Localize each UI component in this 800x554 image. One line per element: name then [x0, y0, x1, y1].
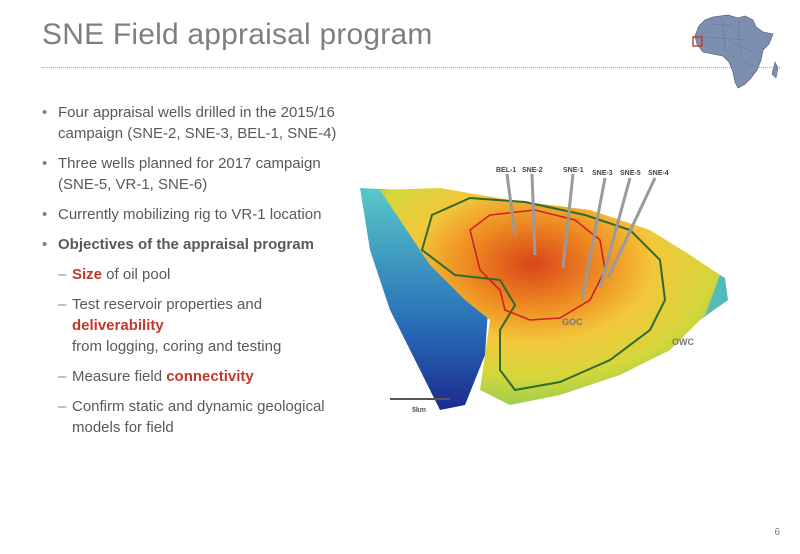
well-label: BEL-1 — [496, 167, 516, 174]
scale-label: 5km — [412, 407, 426, 414]
bullet-text: Four appraisal wells drilled in the 2015… — [58, 104, 337, 142]
bullet-item: • Objectives of the appraisal program — [42, 234, 342, 255]
field-map-svg: BEL-1 SNE-2 SNE-1 SNE-3 SNE-5 SNE-4 GOC … — [360, 167, 728, 414]
surface-cliff — [360, 188, 490, 410]
slide-title: SNE Field appraisal program — [42, 18, 433, 51]
location-marker — [692, 36, 703, 47]
well-label: SNE-2 — [522, 167, 543, 174]
sub-bullet-size: – Size of oil pool — [42, 264, 342, 285]
surface-heatmap — [380, 188, 720, 405]
page-number: 6 — [774, 527, 780, 538]
goc-contour — [469, 209, 606, 321]
bullet-text: Currently mobilizing rig to VR-1 locatio… — [58, 206, 322, 223]
sub-bullet-text: Measure field — [72, 368, 167, 385]
sub-bullet-dash: – — [58, 398, 67, 415]
well-label: SNE-3 — [592, 170, 613, 177]
well-sne-4 — [606, 177, 657, 279]
well-sne-1 — [561, 173, 575, 269]
bullet-dot: • — [42, 206, 48, 223]
well-sne-3 — [580, 177, 607, 301]
highlight-text: connectivity — [166, 368, 254, 385]
sub-bullet-dash: – — [58, 296, 67, 313]
sub-bullet-text: from logging, coring and testing — [72, 338, 282, 355]
bullet-item: • Four appraisal wells drilled in the 20… — [42, 102, 342, 144]
sub-bullet-dash: – — [58, 266, 67, 283]
owc-label: OWC — [672, 337, 694, 347]
well-label: SNE-4 — [648, 170, 669, 177]
sub-bullet-text: Confirm static and dynamic geological mo… — [72, 398, 325, 436]
africa-map-icon — [692, 14, 779, 89]
bullet-item: • Currently mobilizing rig to VR-1 locat… — [42, 204, 342, 225]
sub-bullet-confirm: – Confirm static and dynamic geological … — [42, 396, 342, 438]
sub-bullet-dash: – — [58, 368, 67, 385]
bullet-dot: • — [42, 236, 48, 253]
owc-contour — [420, 196, 667, 392]
field-3d-map: BEL-1 SNE-2 SNE-1 SNE-3 SNE-5 SNE-4 GOC … — [360, 160, 740, 420]
highlight-text: Size — [72, 266, 103, 283]
well-label: SNE-5 — [620, 170, 641, 177]
sub-bullet-connectivity: – Measure field connectivity — [42, 366, 342, 387]
bullet-text: Objectives of the appraisal program — [58, 236, 314, 253]
well-label: SNE-1 — [563, 167, 584, 174]
title-divider — [42, 67, 780, 68]
well-bel-1 — [505, 173, 517, 236]
sub-bullet-text: Test reservoir properties and — [72, 296, 263, 313]
sub-bullet-text: of oil pool — [102, 266, 171, 283]
bullet-dot: • — [42, 155, 48, 172]
highlight-text: deliverability — [72, 317, 164, 334]
well-sne-5 — [598, 177, 632, 289]
sub-bullet-test: – Test reservoir properties and delivera… — [42, 294, 342, 357]
well-sne-2 — [530, 173, 537, 256]
bullet-item: • Three wells planned for 2017 campaign … — [42, 153, 342, 195]
bullet-dot: • — [42, 104, 48, 121]
bullet-text: Three wells planned for 2017 campaign (S… — [58, 155, 321, 193]
slide-content: • Four appraisal wells drilled in the 20… — [42, 102, 342, 447]
goc-label: GOC — [562, 317, 583, 327]
